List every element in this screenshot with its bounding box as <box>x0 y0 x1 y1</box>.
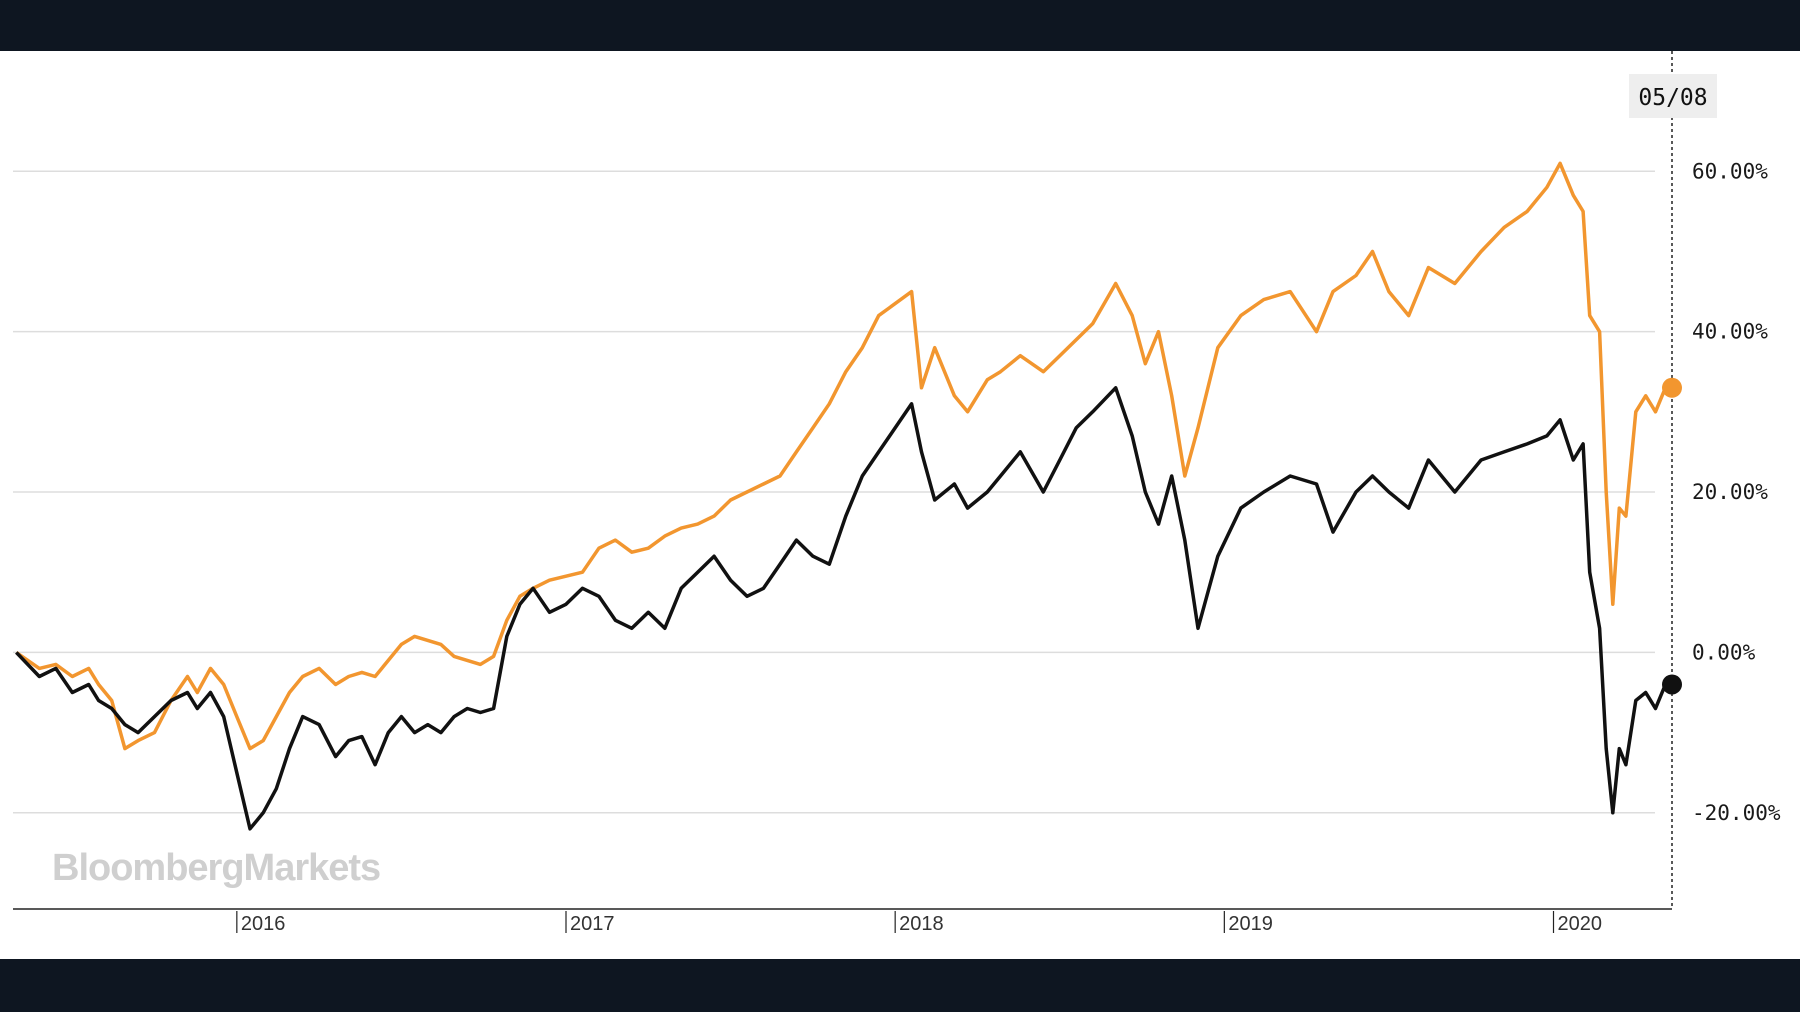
date-label-box <box>1629 74 1717 118</box>
x-axis: 2016 2017 2018 2019 2020 <box>13 908 1672 935</box>
date-label: 05/08 <box>1638 85 1707 111</box>
x-tick-label: 2019 <box>1228 913 1273 935</box>
bloomberg-markets-watermark: BloombergMarkets <box>52 847 380 889</box>
series-end-marker-0[interactable] <box>1662 377 1682 398</box>
x-tick-label: 2020 <box>1558 913 1603 935</box>
chart-panel: 2016 2017 2018 2019 2020 BloombergMarkets 05… <box>0 51 1800 959</box>
y-tick-label: 0.00% <box>1692 640 1756 664</box>
series-lines <box>15 161 1668 831</box>
series-end-marker-1[interactable] <box>1662 674 1682 695</box>
end-markers[interactable] <box>1662 377 1682 695</box>
x-tick-label: 2018 <box>899 913 944 935</box>
y-tick-label: 40.00% <box>1692 320 1768 344</box>
line-chart: 2016 2017 2018 2019 2020 BloombergMarkets 05… <box>13 51 1781 935</box>
x-tick-label: 2016 <box>241 913 285 935</box>
y-axis-ticks: 60.00% 40.00% 20.00% 0.00% -20.00% <box>1692 159 1781 824</box>
grid-lines <box>13 170 1655 814</box>
series-line-0 <box>15 161 1668 751</box>
y-tick-label: 60.00% <box>1692 159 1768 183</box>
y-tick-label: 20.00% <box>1692 480 1768 504</box>
crosshair[interactable]: 05/08 <box>1629 51 1717 909</box>
y-tick-label: -20.00% <box>1692 801 1781 825</box>
x-tick-label: 2017 <box>570 913 615 935</box>
series-line-1 <box>15 386 1668 831</box>
